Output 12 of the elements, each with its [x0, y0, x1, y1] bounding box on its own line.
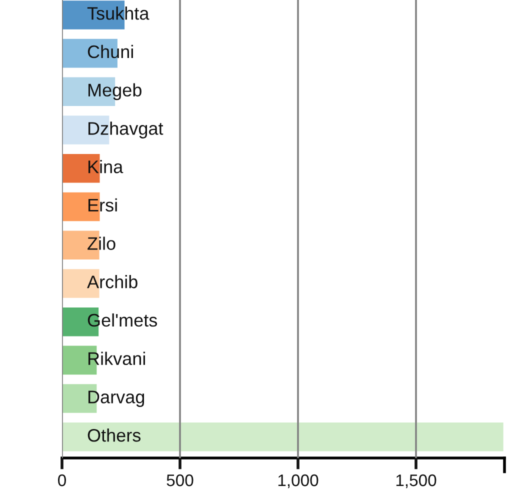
y-tick-label: Darvag: [88, 390, 144, 407]
y-tick-label: Megeb: [88, 83, 142, 100]
y-tick-label: Dzhavgat: [88, 122, 164, 138]
y-tick-label: Rikvani: [88, 352, 145, 366]
y-tick-label: Zilo: [88, 236, 116, 250]
y-tick-label: Others: [88, 428, 141, 442]
bar: [62, 422, 504, 452]
x-tick-label: 500: [166, 474, 194, 486]
x-tick-label: 0: [58, 474, 66, 486]
x-tick-label: 1,000: [278, 474, 318, 488]
x-tick-label: 1,500: [396, 474, 436, 488]
y-tick-label: Archib: [87, 275, 138, 288]
